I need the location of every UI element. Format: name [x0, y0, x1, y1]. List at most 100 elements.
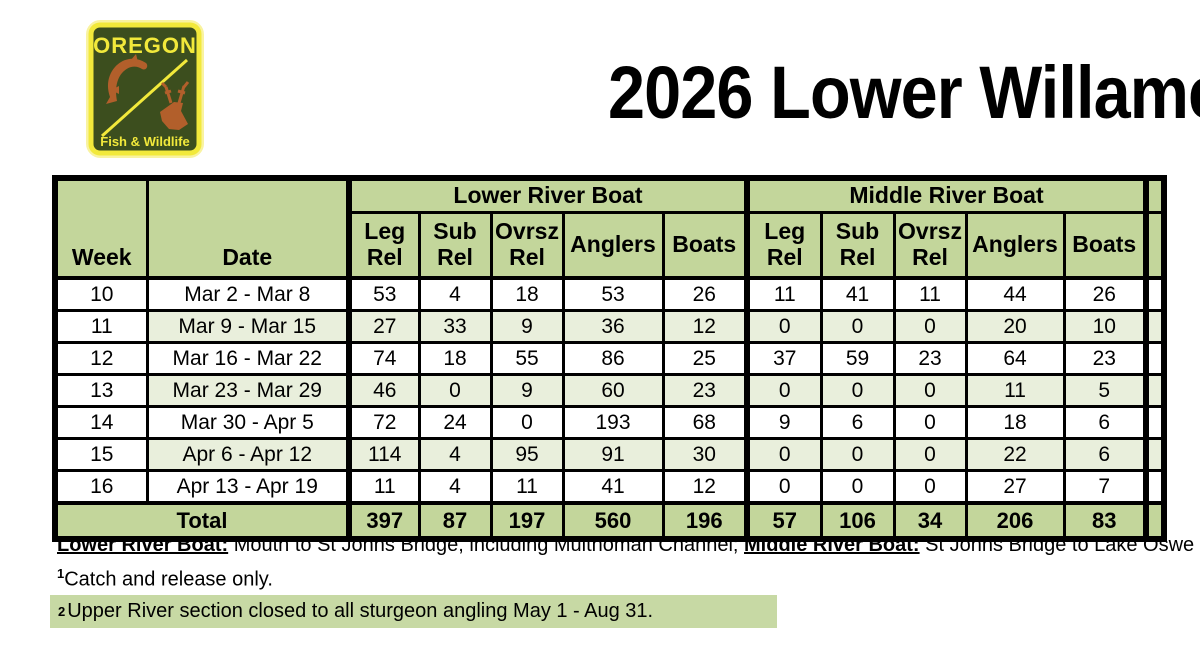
data-cell: 68 — [661, 405, 749, 440]
data-cell: 4 — [417, 276, 493, 312]
data-cell: 0 — [819, 373, 896, 408]
data-cell: 36 — [561, 309, 665, 344]
date-cell: Mar 30 - Apr 5 — [145, 405, 351, 440]
data-cell: 9 — [489, 309, 565, 344]
date-cell: Mar 16 - Mar 22 — [145, 341, 351, 376]
data-cell: 18 — [417, 341, 493, 376]
data-cell: 0 — [892, 405, 968, 440]
total-label-cell: Total — [53, 501, 351, 541]
table-total-row: Total 397 87 197 560 196 57 106 34 206 8… — [53, 501, 1166, 541]
data-cell: 11 — [489, 469, 565, 505]
data-cell: 53 — [346, 276, 421, 312]
next-section-partial-cell — [1143, 437, 1166, 472]
data-cell: 74 — [346, 341, 421, 376]
lower-boats-header: Boats — [661, 211, 749, 280]
week-cell: 12 — [53, 341, 149, 376]
next-section-partial-cell — [1143, 341, 1166, 376]
next-section-partial-cell — [1143, 469, 1166, 505]
data-cell: 5 — [1062, 373, 1148, 408]
data-cell: 9 — [489, 373, 565, 408]
data-cell: 91 — [561, 437, 665, 472]
next-section-partial-header — [1143, 176, 1166, 214]
lower-anglers-header: Anglers — [561, 211, 665, 280]
week-cell: 10 — [53, 276, 149, 312]
table-row-week-10: 10 Mar 2 - Mar 8 53 4 18 53 26 11 41 11 … — [53, 276, 1166, 312]
data-cell: 95 — [489, 437, 565, 472]
data-cell: 11 — [964, 373, 1066, 408]
data-cell: 0 — [489, 405, 565, 440]
week-cell: 13 — [53, 373, 149, 408]
footnote-1: 1Catch and release only. — [57, 566, 273, 592]
data-cell: 18 — [489, 276, 565, 312]
footnote-1-text: Catch and release only. — [64, 568, 273, 591]
table-row-week-16: 16 Apr 13 - Apr 19 11 4 11 41 12 0 0 0 2… — [53, 469, 1166, 505]
middle-boats-header: Boats — [1062, 211, 1148, 280]
next-section-partial-cell — [1143, 309, 1166, 344]
data-cell: 46 — [346, 373, 421, 408]
date-cell: Apr 13 - Apr 19 — [145, 469, 351, 505]
data-cell: 41 — [561, 469, 665, 505]
table-row-week-14: 14 Mar 30 - Apr 5 72 24 0 193 68 9 6 0 1… — [53, 405, 1166, 440]
fish-fin-icon — [111, 54, 138, 94]
data-cell: 44 — [964, 276, 1066, 312]
middle-sub-rel-header: Sub Rel — [819, 211, 896, 280]
date-cell: Apr 6 - Apr 12 — [145, 437, 351, 472]
data-cell: 25 — [661, 341, 749, 376]
total-cell: 197 — [489, 501, 565, 541]
week-cell: 15 — [53, 437, 149, 472]
data-cell: 59 — [819, 341, 896, 376]
data-cell: 26 — [661, 276, 749, 312]
data-cell: 26 — [1062, 276, 1148, 312]
week-column-header: Week — [53, 176, 149, 280]
table-row-week-11: 11 Mar 9 - Mar 15 27 33 9 36 12 0 0 0 20… — [53, 309, 1166, 344]
logo-org-text: OREGON — [93, 33, 197, 58]
data-cell: 7 — [1062, 469, 1148, 505]
middle-river-boat-label: Middle River Boat: — [744, 534, 920, 556]
date-cell: Mar 2 - Mar 8 — [145, 276, 351, 312]
lower-river-boat-description: Mouth to St Johns Bridge, including Mult… — [228, 534, 745, 556]
table-row-week-15: 15 Apr 6 - Apr 12 114 4 95 91 30 0 0 0 2… — [53, 437, 1166, 472]
data-cell: 0 — [744, 469, 823, 505]
odfw-logo: OREGON Fish & Wildlife — [86, 20, 204, 158]
data-cell: 114 — [346, 437, 421, 472]
middle-river-boat-description: St Johns Bridge to Lake Oswe — [919, 534, 1195, 556]
sub-header-row: Leg Rel Sub Rel Ovrsz Rel Anglers Boats … — [55, 211, 1166, 280]
data-cell: 6 — [1062, 405, 1148, 440]
data-cell: 0 — [744, 437, 823, 472]
footnote-2-highlight: 2 Upper River section closed to all sturg… — [50, 595, 777, 628]
total-cell: 560 — [561, 501, 665, 541]
data-cell: 0 — [744, 373, 823, 408]
data-cell: 10 — [1062, 309, 1148, 344]
footnote-1-marker: 1 — [57, 566, 65, 581]
data-cell: 0 — [892, 373, 968, 408]
data-cell: 24 — [417, 405, 493, 440]
data-cell: 33 — [417, 309, 493, 344]
lower-leg-rel-header: Leg Rel — [346, 211, 421, 280]
next-section-partial-subheader — [1143, 211, 1166, 280]
data-cell: 0 — [892, 469, 968, 505]
data-cell: 41 — [819, 276, 896, 312]
middle-river-boat-group-header: Middle River Boat — [744, 176, 1148, 214]
lower-ovrsz-rel-header: Ovrsz Rel — [489, 211, 565, 280]
deer-head-icon — [160, 102, 188, 130]
date-cell: Mar 23 - Mar 29 — [145, 373, 351, 408]
table-row-week-13: 13 Mar 23 - Mar 29 46 0 9 60 23 0 0 0 11… — [53, 373, 1166, 408]
data-cell: 27 — [964, 469, 1066, 505]
data-cell: 193 — [561, 405, 665, 440]
data-cell: 0 — [892, 309, 968, 344]
data-cell: 0 — [819, 309, 896, 344]
data-cell: 0 — [892, 437, 968, 472]
data-cell: 11 — [892, 276, 968, 312]
data-cell: 18 — [964, 405, 1066, 440]
fish-icon — [106, 58, 148, 104]
data-cell: 72 — [346, 405, 421, 440]
total-cell: 34 — [892, 501, 968, 541]
data-cell: 23 — [1062, 341, 1148, 376]
harvest-table: Week Date Lower River Boat Middle River … — [52, 175, 1167, 542]
lower-river-boat-label: Lower River Boat: — [57, 534, 229, 556]
data-cell: 11 — [346, 469, 421, 505]
next-section-partial-cell — [1143, 405, 1166, 440]
week-cell: 11 — [53, 309, 149, 344]
river-section-legend: Lower River Boat: Mouth to St Johns Brid… — [57, 534, 1194, 557]
data-cell: 60 — [561, 373, 665, 408]
